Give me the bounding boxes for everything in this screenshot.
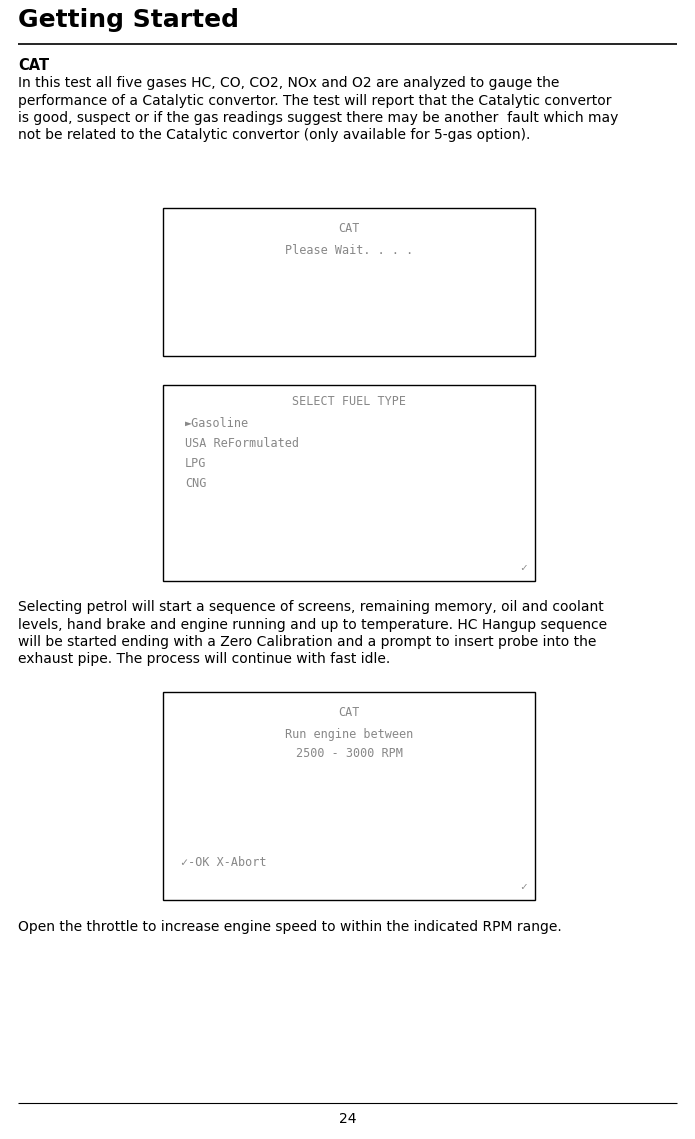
Text: ✓: ✓ <box>521 882 527 892</box>
Text: 24: 24 <box>338 1112 357 1126</box>
Text: not be related to the Catalytic convertor (only available for 5-gas option).: not be related to the Catalytic converto… <box>18 129 530 142</box>
Text: Please Wait. . . .: Please Wait. . . . <box>285 244 413 257</box>
Text: ►Gasoline: ►Gasoline <box>185 417 249 431</box>
Bar <box>163 385 535 581</box>
Text: CAT: CAT <box>18 58 49 73</box>
Bar <box>163 693 535 900</box>
Text: USA ReFormulated: USA ReFormulated <box>185 437 299 450</box>
Text: ✓-OK X-Abort: ✓-OK X-Abort <box>181 857 266 869</box>
Text: levels, hand brake and engine running and up to temperature. HC Hangup sequence: levels, hand brake and engine running an… <box>18 617 607 631</box>
Text: CNG: CNG <box>185 477 206 490</box>
Text: ✓: ✓ <box>521 563 527 573</box>
Bar <box>163 208 535 357</box>
Text: Selecting petrol will start a sequence of screens, remaining memory, oil and coo: Selecting petrol will start a sequence o… <box>18 600 604 614</box>
Text: will be started ending with a Zero Calibration and a prompt to insert probe into: will be started ending with a Zero Calib… <box>18 636 596 649</box>
Text: exhaust pipe. The process will continue with fast idle.: exhaust pipe. The process will continue … <box>18 653 391 666</box>
Text: Open the throttle to increase engine speed to within the indicated RPM range.: Open the throttle to increase engine spe… <box>18 920 562 934</box>
Text: 2500 - 3000 RPM: 2500 - 3000 RPM <box>295 747 402 760</box>
Text: SELECT FUEL TYPE: SELECT FUEL TYPE <box>292 395 406 408</box>
Text: CAT: CAT <box>338 222 360 235</box>
Text: is good, suspect or if the gas readings suggest there may be another  fault whic: is good, suspect or if the gas readings … <box>18 110 619 125</box>
Text: CAT: CAT <box>338 706 360 719</box>
Text: Getting Started: Getting Started <box>18 8 239 32</box>
Text: In this test all five gases HC, CO, CO2, NOx and O2 are analyzed to gauge the: In this test all five gases HC, CO, CO2,… <box>18 76 559 90</box>
Text: Run engine between: Run engine between <box>285 728 413 741</box>
Text: LPG: LPG <box>185 457 206 470</box>
Text: performance of a Catalytic convertor. The test will report that the Catalytic co: performance of a Catalytic convertor. Th… <box>18 93 612 107</box>
